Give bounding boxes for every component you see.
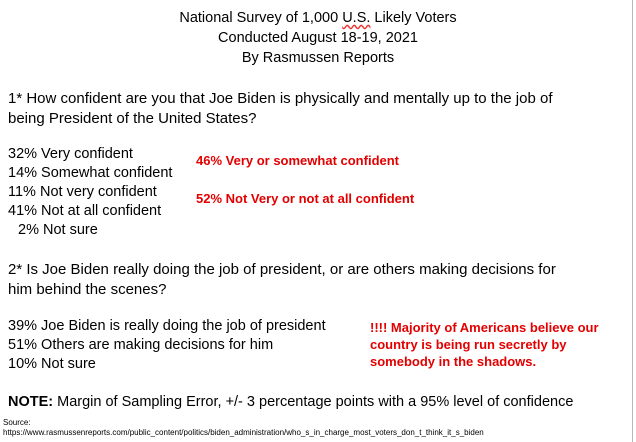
page-edge-line xyxy=(632,0,633,442)
question-2-line-1: 2* Is Joe Biden really doing the job of … xyxy=(8,261,556,278)
header-line-2: Conducted August 18-19, 2021 xyxy=(218,30,418,46)
q1-summary-confident: 46% Very or somewhat confident xyxy=(196,153,400,168)
q1-answer-very-confident: 32% Very confident xyxy=(8,146,133,162)
q1-answer-not-sure: 2% Not sure xyxy=(18,222,98,238)
q2-answer-not-sure: 10% Not sure xyxy=(8,356,96,372)
header-line-1: National Survey of 1,000 U.S. Likely Vot… xyxy=(0,8,636,28)
q1-answer-not-at-all-confident: 41% Not at all confident xyxy=(8,203,162,219)
header-line-1-start: National Survey of 1,000 xyxy=(179,10,343,26)
survey-header: National Survey of 1,000 U.S. Likely Vot… xyxy=(0,8,636,68)
q2-answer-others-deciding: 51% Others are making decisions for him xyxy=(8,337,274,353)
q1-summary-not-confident: 52% Not Very or not at all confident xyxy=(196,191,415,206)
q1-answer-somewhat-confident: 14% Somewhat confident xyxy=(8,165,173,181)
note-label: NOTE: xyxy=(8,394,54,410)
q2-comment-line-3: somebody in the shadows. xyxy=(370,354,537,369)
q2-answer-biden-doing-job: 39% Joe Biden is really doing the job of… xyxy=(8,318,326,334)
header-us-word: U.S. xyxy=(342,10,371,26)
q2-comment-line-1: !!!! Majority of Americans believe our xyxy=(370,320,599,335)
q2-comment-line-2: country is being run secretly by xyxy=(370,337,567,352)
question-2-line-2: him behind the scenes? xyxy=(8,281,167,298)
note-text: Margin of Sampling Error, +/- 3 percenta… xyxy=(53,394,574,410)
question-1-line-2: being President of the United States? xyxy=(8,110,257,127)
question-1-line-1: 1* How confident are you that Joe Biden … xyxy=(8,90,553,107)
header-line-3: By Rasmussen Reports xyxy=(241,50,395,66)
header-line-1-end: Likely Voters xyxy=(370,10,457,26)
source-label: Source: xyxy=(3,418,31,427)
margin-of-error-note: NOTE: Margin of Sampling Error, +/- 3 pe… xyxy=(8,394,573,410)
source-url: https://www.rasmussenreports.com/public_… xyxy=(3,428,484,437)
q1-answer-not-very-confident: 11% Not very confident xyxy=(8,184,157,200)
